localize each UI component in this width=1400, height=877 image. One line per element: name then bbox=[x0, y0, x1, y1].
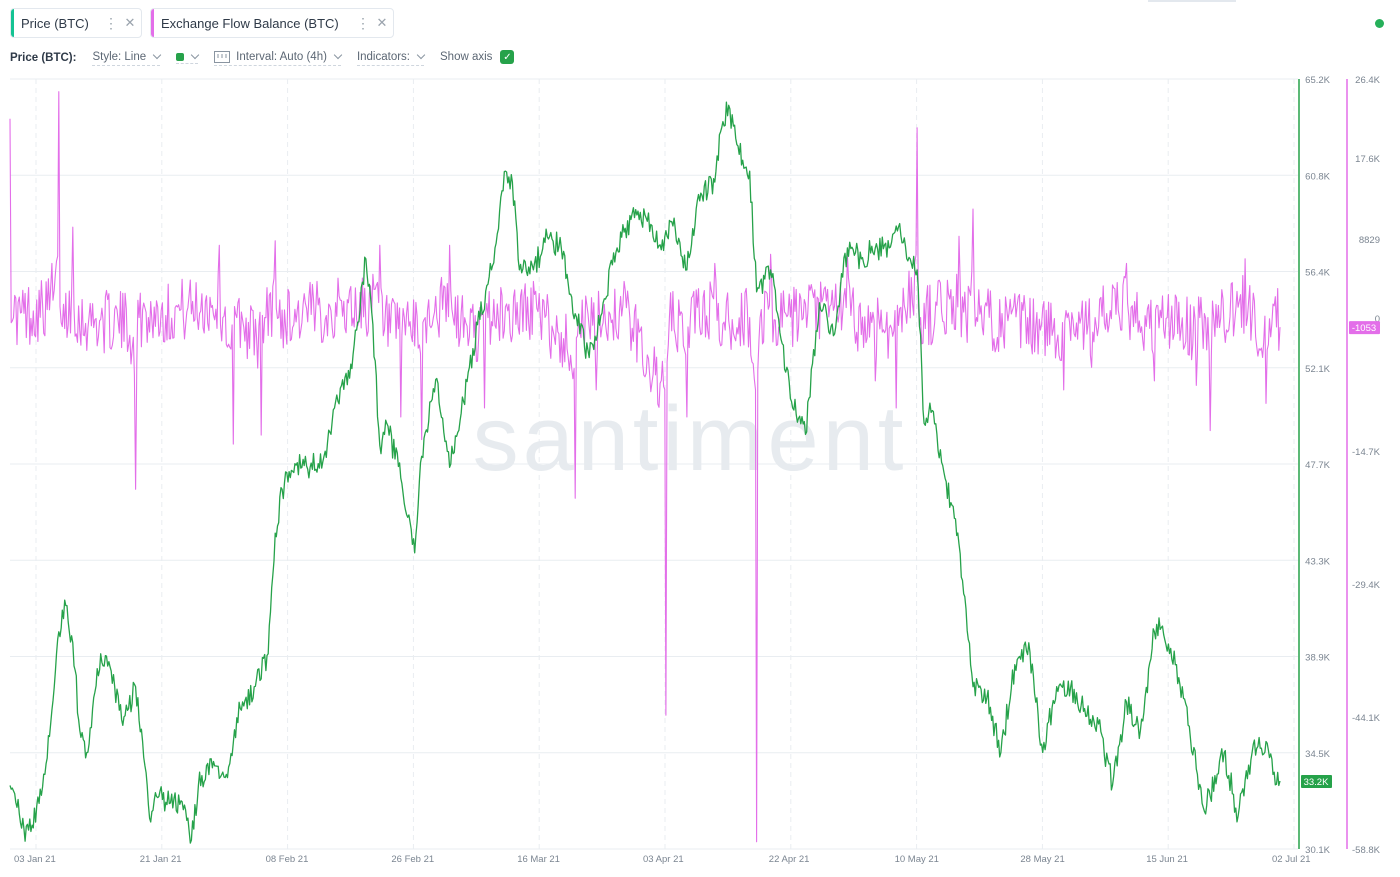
flow-current-value-badge bbox=[1349, 321, 1380, 335]
x-axis-tick-label: 16 Mar 21 bbox=[517, 854, 560, 865]
price-axis-tick-label: 56.4K bbox=[1305, 268, 1330, 279]
color-picker[interactable] bbox=[176, 50, 200, 64]
price-axis-tick-label: 65.2K bbox=[1305, 75, 1330, 86]
price-axis-tick-label: 34.5K bbox=[1305, 749, 1330, 760]
x-axis-tick-label: 08 Feb 21 bbox=[266, 854, 309, 865]
tab-price-btc[interactable]: Price (BTC) ⋮ ✕ bbox=[10, 8, 142, 38]
price-axis-tick-label: 38.9K bbox=[1305, 653, 1330, 664]
flow-axis-tick-label: -14.7K bbox=[1352, 447, 1381, 458]
color-swatch-icon bbox=[176, 52, 185, 61]
toolbar-metric-title: Price (BTC): bbox=[10, 52, 77, 64]
x-axis-tick-label: 15 Jun 21 bbox=[1146, 854, 1188, 865]
tab-exchange-flow-balance[interactable]: Exchange Flow Balance (BTC) ⋮ ✕ bbox=[150, 8, 394, 38]
x-axis-tick-label: 22 Apr 21 bbox=[769, 854, 810, 865]
flow-axis-tick-label: -29.4K bbox=[1352, 580, 1381, 591]
indicators-dropdown[interactable]: Indicators: bbox=[356, 50, 426, 66]
x-axis-tick-label: 28 May 21 bbox=[1020, 854, 1064, 865]
indicators-dropdown-label: Indicators: bbox=[356, 50, 410, 63]
x-axis-tick-label: 26 Feb 21 bbox=[391, 854, 434, 865]
interval-dropdown[interactable]: Interval: Auto (4h) bbox=[214, 50, 343, 66]
x-axis-tick-label: 10 May 21 bbox=[895, 854, 939, 865]
tab-flow-color-bar bbox=[151, 9, 154, 37]
close-icon[interactable]: ✕ bbox=[124, 15, 136, 30]
x-axis-tick-label: 21 Jan 21 bbox=[140, 854, 182, 865]
show-axis-toggle[interactable]: Show axis ✓ bbox=[440, 50, 515, 66]
price-axis-tick-label: 47.7K bbox=[1305, 460, 1330, 471]
flow-axis-tick-label: 26.4K bbox=[1355, 75, 1380, 86]
style-dropdown-label: Style: Line bbox=[92, 50, 147, 63]
flow-axis-tick-label: 8829 bbox=[1359, 235, 1380, 246]
x-axis-tick-label: 03 Jan 21 bbox=[14, 854, 56, 865]
tab-price-label: Price (BTC) bbox=[21, 15, 89, 31]
tab-price-color-bar bbox=[11, 9, 14, 37]
price-series-line bbox=[9, 101, 1281, 844]
flow-axis-tick-label: -58.8K bbox=[1352, 845, 1381, 856]
price-axis-tick-label: 52.1K bbox=[1305, 364, 1330, 375]
flow-current-value-label: -1053 bbox=[1352, 323, 1376, 334]
chart-axes: 65.2K 60.8K 56.4K 52.1K 47.7K 43.3K 38.9K 34.5K… bbox=[14, 75, 1381, 865]
price-series bbox=[9, 101, 1281, 844]
flow-axis-tick-label: -44.1K bbox=[1352, 713, 1381, 724]
style-dropdown[interactable]: Style: Line bbox=[92, 50, 162, 66]
price-axis-tick-label: 60.8K bbox=[1305, 171, 1330, 182]
flow-series bbox=[9, 91, 1281, 843]
chart-toolbar: Price (BTC): Style: Line Interval: Auto … bbox=[10, 48, 530, 68]
flow-series-line bbox=[9, 91, 1281, 843]
price-axis-tick-label: 43.3K bbox=[1305, 556, 1330, 567]
x-axis-tick-label: 03 Apr 21 bbox=[643, 854, 684, 865]
flow-axis-tick-label: 17.6K bbox=[1355, 154, 1380, 165]
more-options-icon[interactable]: ⋮ bbox=[104, 14, 118, 31]
price-current-value-badge bbox=[1301, 774, 1332, 788]
chart-grid bbox=[10, 78, 1298, 850]
price-current-value-label: 33.2K bbox=[1304, 777, 1329, 788]
check-icon: ✓ bbox=[503, 51, 512, 63]
interval-icon bbox=[214, 50, 231, 63]
live-status-dot bbox=[1375, 19, 1384, 28]
price-axis-tick-label: 30.1K bbox=[1305, 845, 1330, 856]
close-icon[interactable]: ✕ bbox=[376, 15, 388, 30]
tab-flow-label: Exchange Flow Balance (BTC) bbox=[161, 15, 339, 31]
watermark-text: santiment bbox=[473, 388, 908, 490]
more-options-icon[interactable]: ⋮ bbox=[356, 14, 370, 31]
top-divider bbox=[1148, 0, 1236, 2]
show-axis-checkbox[interactable]: ✓ bbox=[500, 50, 515, 64]
interval-dropdown-label: Interval: Auto (4h) bbox=[236, 50, 327, 63]
flow-axis-tick-label: 0 bbox=[1375, 314, 1380, 325]
show-axis-label: Show axis bbox=[440, 51, 493, 63]
x-axis-tick-label: 02 Jul 21 bbox=[1272, 854, 1311, 865]
